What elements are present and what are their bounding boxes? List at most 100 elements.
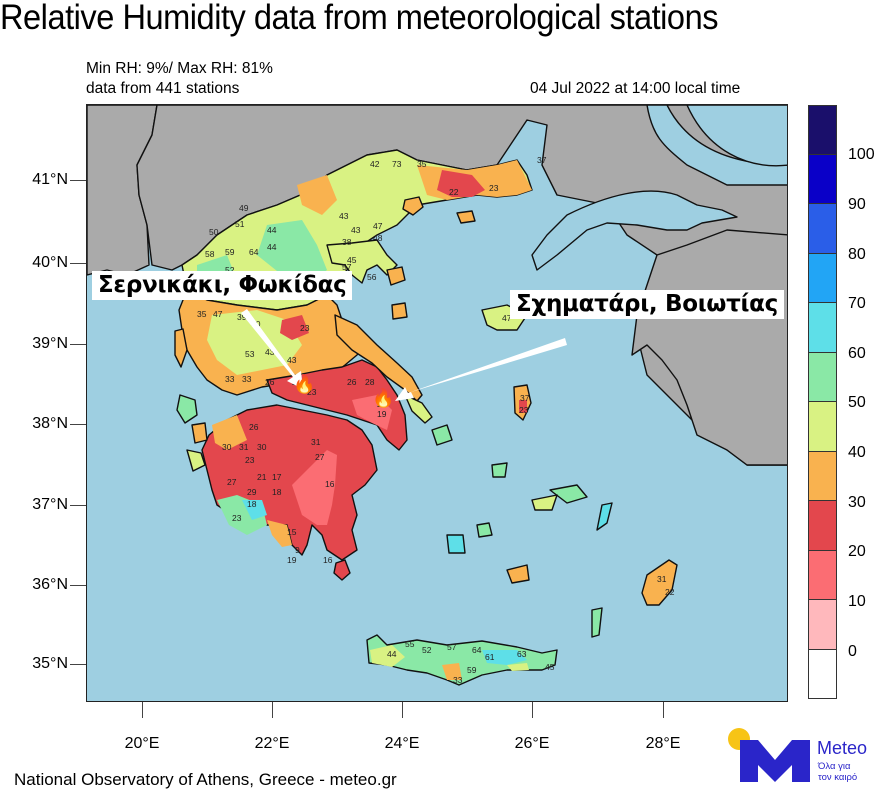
svg-text:18: 18 <box>272 487 282 497</box>
lon-tick <box>142 702 143 718</box>
lat-label-35: 35°N <box>32 655 68 672</box>
land-crete <box>366 634 558 686</box>
legend-bin <box>808 352 837 402</box>
lon-tick <box>272 702 273 718</box>
svg-text:33: 33 <box>225 374 235 384</box>
lat-label-39: 39°N <box>32 335 68 352</box>
svg-text:30: 30 <box>257 442 267 452</box>
lat-tick <box>70 664 86 665</box>
sea-marmara <box>531 190 738 271</box>
legend-bin <box>808 253 837 303</box>
svg-text:18: 18 <box>247 499 257 509</box>
svg-text:42: 42 <box>370 159 380 169</box>
svg-text:29: 29 <box>247 487 257 497</box>
svg-text:55: 55 <box>405 639 415 649</box>
svg-text:22: 22 <box>377 399 387 409</box>
legend-bin <box>808 649 837 699</box>
legend-bin <box>808 402 837 452</box>
svg-text:23: 23 <box>519 405 529 415</box>
legend-label: 90 <box>848 196 866 213</box>
svg-text:56: 56 <box>367 272 377 282</box>
lat-label-41: 41°N <box>32 171 68 188</box>
svg-text:45: 45 <box>545 662 555 672</box>
svg-text:61: 61 <box>485 652 495 662</box>
legend-label: 60 <box>848 345 866 362</box>
svg-text:50: 50 <box>209 227 219 237</box>
tagline-line1: Όλα για <box>818 761 851 772</box>
legend-bin <box>808 600 837 650</box>
legend-label: 0 <box>848 643 857 660</box>
svg-text:44: 44 <box>387 649 397 659</box>
sea-black <box>686 105 787 167</box>
svg-text:48: 48 <box>373 233 383 243</box>
svg-text:26: 26 <box>347 377 357 387</box>
svg-text:31: 31 <box>311 437 321 447</box>
svg-text:19: 19 <box>287 555 297 565</box>
svg-text:23: 23 <box>307 387 317 397</box>
svg-text:63: 63 <box>517 649 527 659</box>
svg-text:45: 45 <box>347 255 357 265</box>
svg-text:59: 59 <box>467 665 477 675</box>
footer-credit: National Observatory of Athens, Greece -… <box>14 770 397 789</box>
svg-text:31: 31 <box>239 442 249 452</box>
legend-bin <box>808 451 837 501</box>
lon-label-22: 22°E <box>254 735 290 752</box>
callout-sernikaki-fokidas: Σερνικάκι, Φωκίδας <box>92 271 353 300</box>
lon-label-28: 28°E <box>645 735 681 752</box>
svg-text:44: 44 <box>267 225 277 235</box>
lat-tick <box>70 505 86 506</box>
legend-label: 100 <box>848 146 875 163</box>
callout-schimatari-voiotias: Σχηματάρι, Βοιωτίας <box>510 290 784 319</box>
svg-text:22: 22 <box>449 187 459 197</box>
legend-bin <box>808 154 837 204</box>
legend-bin <box>808 204 837 254</box>
svg-text:23: 23 <box>489 183 499 193</box>
svg-text:47: 47 <box>373 221 383 231</box>
meteo-logo[interactable]: Meteo Όλα για τον καιρό <box>728 728 878 784</box>
svg-text:59: 59 <box>225 247 235 257</box>
svg-text:47: 47 <box>213 309 223 319</box>
lon-tick <box>402 702 403 718</box>
legend-bin <box>808 501 837 551</box>
svg-text:49: 49 <box>239 203 249 213</box>
svg-text:73: 73 <box>392 159 402 169</box>
svg-text:44: 44 <box>267 242 277 252</box>
fire-icon[interactable]: 🔥 <box>372 388 395 408</box>
legend-label: 50 <box>848 394 866 411</box>
svg-text:23: 23 <box>245 455 255 465</box>
svg-text:28: 28 <box>365 377 375 387</box>
svg-text:35: 35 <box>197 309 207 319</box>
svg-text:51: 51 <box>235 219 245 229</box>
lon-label-20: 20°E <box>124 735 160 752</box>
svg-text:15: 15 <box>287 527 297 537</box>
lat-tick <box>70 263 86 264</box>
legend-label: 40 <box>848 444 866 461</box>
svg-text:23: 23 <box>232 513 242 523</box>
svg-text:47: 47 <box>502 313 512 323</box>
svg-text:30: 30 <box>222 442 232 452</box>
svg-text:17: 17 <box>272 472 282 482</box>
logo-brand: Meteo <box>817 738 868 758</box>
lon-label-26: 26°E <box>514 735 550 752</box>
fire-icon[interactable]: 🔥 <box>293 374 316 394</box>
svg-text:38: 38 <box>342 237 352 247</box>
svg-text:9: 9 <box>295 545 300 555</box>
svg-text:53: 53 <box>245 349 255 359</box>
lat-tick <box>70 424 86 425</box>
svg-text:43: 43 <box>265 347 275 357</box>
station-count: data from 441 stations <box>86 80 240 97</box>
lon-tick <box>532 702 533 718</box>
lat-tick <box>70 180 86 181</box>
svg-text:31: 31 <box>657 574 667 584</box>
lat-label-36: 36°N <box>32 576 68 593</box>
svg-text:64: 64 <box>472 645 482 655</box>
svg-text:23: 23 <box>300 323 310 333</box>
svg-text:35: 35 <box>417 159 427 169</box>
svg-text:26: 26 <box>265 377 275 387</box>
legend-label: 10 <box>848 593 866 610</box>
lat-tick <box>70 344 86 345</box>
svg-text:37: 37 <box>520 393 530 403</box>
land-rhodes <box>641 559 678 606</box>
